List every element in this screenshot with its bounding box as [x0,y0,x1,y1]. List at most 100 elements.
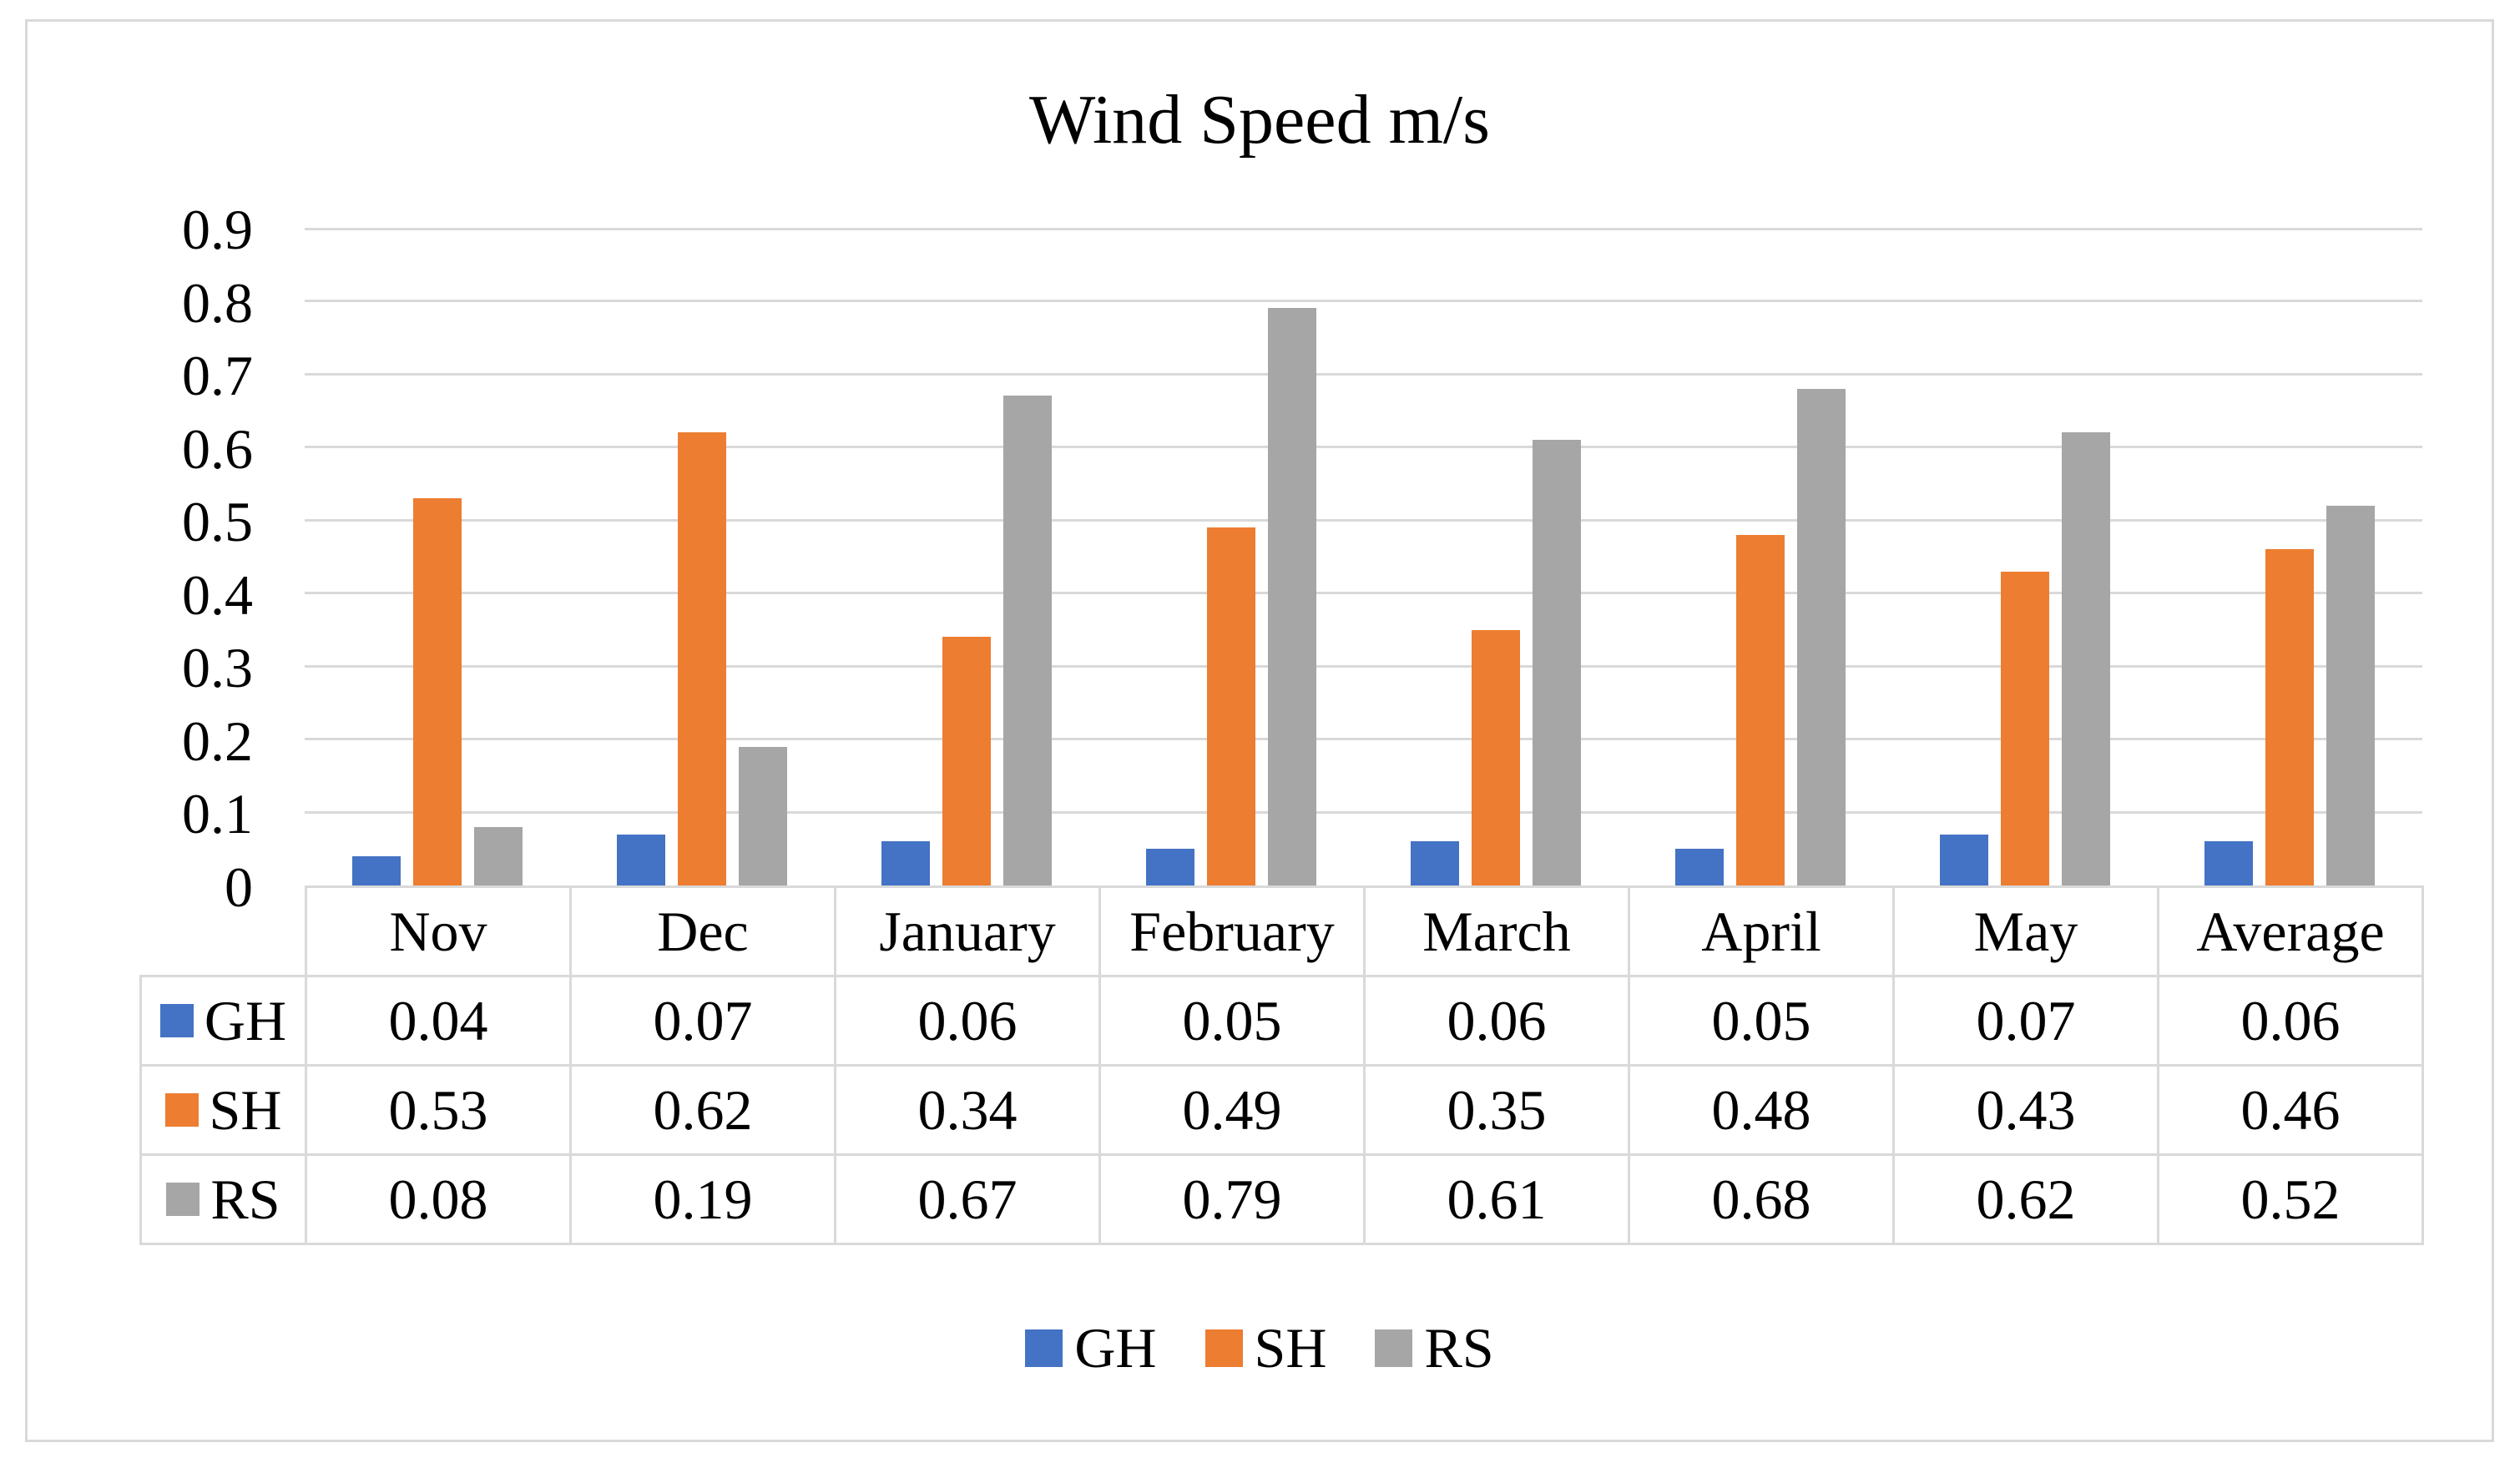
y-axis-tick-label: 0.9 [182,198,253,261]
table-cell-sh-nov: 0.53 [305,1064,572,1156]
column-header-march: March [1363,885,1630,977]
legend-item-sh: SH [1204,1316,1327,1380]
y-axis-tick-label: 0.1 [182,782,253,846]
data-table: Nov Dec January February March April May Averag… [139,885,2424,1245]
bar-rs-february [1267,308,1316,885]
row-label-cell-rs: RS [139,1153,307,1245]
table-cell-rs-march: 0.61 [1363,1153,1630,1245]
table-cell-rs-april: 0.68 [1628,1153,1895,1245]
bar-group-nov [305,228,569,885]
table-cell-gh-average: 0.06 [2157,975,2424,1067]
table-cell-rs-may: 0.62 [1892,1153,2159,1245]
row-label-cell-sh: SH [139,1064,307,1156]
table-cell-rs-dec: 0.19 [569,1153,836,1245]
bar-group-january [834,228,1098,885]
bar-rs-nov [473,826,523,885]
bar-gh-nov [351,855,401,885]
bar-gh-april [1675,849,1725,885]
column-header-february: February [1098,885,1366,977]
bar-group-average [2158,228,2422,885]
y-axis-tick-label: 0.7 [182,344,253,408]
column-header-average: Average [2157,885,2424,977]
y-axis-tick-label: 0 [225,855,253,919]
gridline-0.9 [305,228,2422,230]
table-cell-rs-january: 0.67 [834,1153,1101,1245]
bar-sh-april [1736,534,1785,885]
gridline-0.4 [305,592,2422,595]
table-cell-rs-february: 0.79 [1098,1153,1366,1245]
series-key-icon-rs [166,1183,200,1216]
bar-sh-march [1472,629,1521,885]
chart-legend: GH SH RS [28,1319,2492,1376]
bar-sh-may [2001,571,2050,885]
y-axis-tick-label: 0.8 [182,270,253,335]
legend-item-rs: RS [1375,1316,1494,1380]
table-cell-gh-april: 0.05 [1628,975,1895,1067]
table-cell-sh-dec: 0.62 [569,1064,836,1156]
table-cell-gh-february: 0.05 [1098,975,1366,1067]
table-cell-rs-average: 0.52 [2157,1153,2424,1245]
column-header-may: May [1892,885,2159,977]
chart-frame: Wind Speed m/s 0 0.1 0.2 0.3 0.4 0.5 0.6 0.7 0.8… [25,19,2494,1442]
bar-gh-may [1940,834,1989,885]
bar-gh-dec [616,834,665,885]
legend-label: SH [1254,1316,1327,1380]
y-axis-tick-label: 0.4 [182,562,253,627]
gridline-0.7 [305,372,2422,376]
column-header-april: April [1628,885,1895,977]
table-cell-sh-may: 0.43 [1892,1064,2159,1156]
y-axis-tick-label: 0.3 [182,636,253,700]
bar-rs-average [2326,505,2376,885]
bar-gh-february [1145,849,1194,885]
table-cell-gh-may: 0.07 [1892,975,2159,1067]
bar-group-february [1098,228,1363,885]
legend-item-gh: GH [1025,1319,1157,1376]
bar-sh-average [2265,549,2315,885]
series-key-icon-gh [159,1004,194,1037]
legend-key-icon-gh [1025,1329,1063,1367]
y-axis-tick-label: 0.2 [182,709,253,773]
table-row-gh: GH 0.04 0.07 0.06 0.05 0.06 0.05 0.07 0.06 [139,975,2424,1067]
gridline-0.5 [305,518,2422,522]
row-label-gh: GH [142,992,305,1049]
column-header-dec: Dec [569,885,836,977]
chart-title: Wind Speed m/s [1029,81,1490,159]
bar-group-dec [569,228,834,885]
legend-key-icon-sh [1204,1329,1243,1367]
gridline-0.2 [305,738,2422,741]
bar-sh-february [1206,527,1255,885]
bar-rs-january [1002,396,1052,885]
table-cell-gh-january: 0.06 [834,975,1101,1067]
row-label-rs: RS [142,1171,305,1228]
column-header-nov: Nov [305,885,572,977]
legend-key-icon-rs [1375,1329,1413,1367]
series-name-label: RS [210,1168,280,1231]
series-key-icon-sh [164,1093,199,1127]
row-label-cell-gh: GH [139,975,307,1067]
gridline-0.1 [305,810,2422,814]
table-corner-cell [141,887,306,976]
column-header-january: January [834,885,1101,977]
bar-gh-average [2204,841,2254,885]
gridline-0.8 [305,300,2422,303]
table-cell-sh-average: 0.46 [2157,1064,2424,1156]
legend-label: RS [1424,1316,1494,1380]
table-row-rs: RS 0.08 0.19 0.67 0.79 0.61 0.68 0.62 0.52 [139,1153,2424,1245]
table-header-row: Nov Dec January February March April May Averag… [141,885,2424,977]
bar-rs-march [1533,439,1582,885]
table-cell-gh-march: 0.06 [1363,975,1630,1067]
bar-groups [305,228,2422,885]
table-cell-sh-march: 0.35 [1363,1064,1630,1156]
plot-area: 0 0.1 0.2 0.3 0.4 0.5 0.6 0.7 0.8 0.9 [182,201,2422,916]
gridline-0.6 [305,446,2422,449]
table-cell-sh-january: 0.34 [834,1064,1101,1156]
bar-sh-dec [677,432,726,885]
bar-group-april [1629,228,1893,885]
table-cell-rs-nov: 0.08 [305,1153,572,1245]
gridline-0.3 [305,664,2422,668]
series-name-label: SH [209,1078,282,1142]
bar-gh-march [1411,841,1460,885]
bar-rs-may [2062,432,2111,885]
table-cell-sh-april: 0.48 [1628,1064,1895,1156]
y-axis-tick-label: 0.6 [182,416,253,481]
